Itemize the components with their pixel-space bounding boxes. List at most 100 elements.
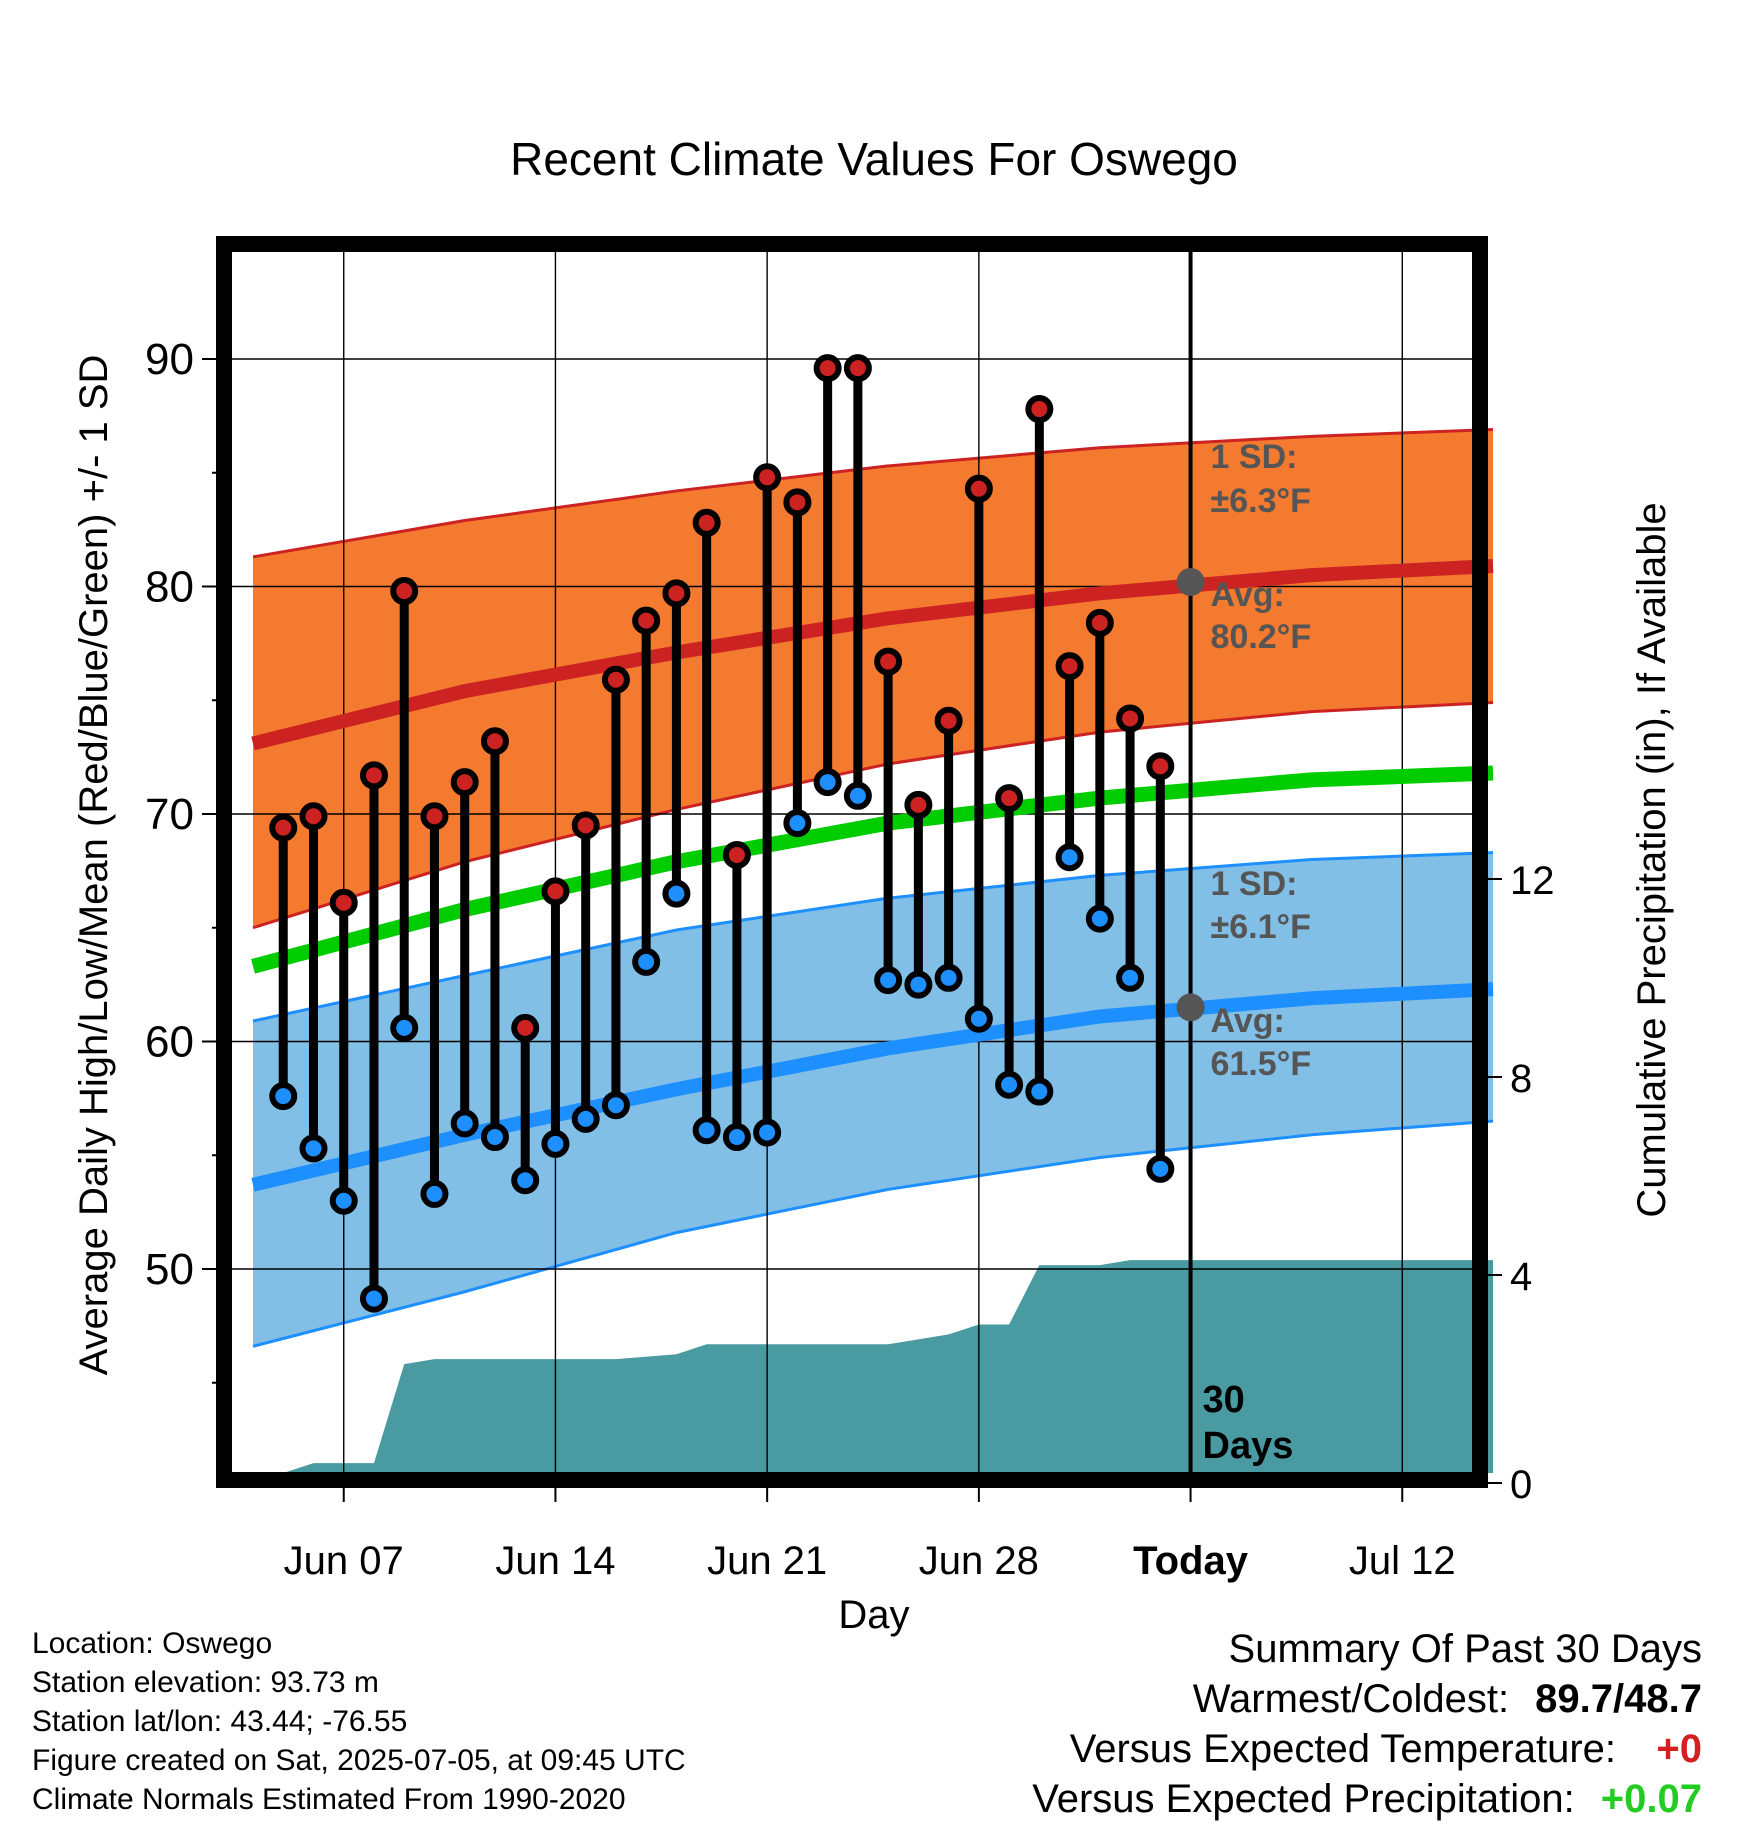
y-axis-label: Average Daily High/Low/Mean (Red/Blue/Gr…	[72, 355, 116, 1376]
daily-high-point	[269, 813, 298, 842]
daily-low-point	[541, 1129, 570, 1158]
annotation-label: 1 SD:	[1211, 865, 1298, 903]
daily-low-point	[450, 1109, 479, 1138]
daily-high-point	[1146, 752, 1175, 781]
x-tick-label: Today	[1133, 1539, 1249, 1583]
annotation-label: Avg:	[1211, 576, 1285, 614]
station-info: Location: Oswego Station elevation: 93.7…	[32, 1624, 686, 1819]
daily-low-point	[783, 809, 812, 838]
daily-high-point	[299, 802, 328, 831]
precipitation-area	[253, 1260, 1493, 1473]
daily-high-point	[1025, 395, 1054, 424]
daily-high-point	[722, 840, 751, 869]
warm-cold-label: Warmest/Coldest:	[1192, 1677, 1510, 1721]
daily-low-point	[359, 1284, 388, 1313]
daily-low-point	[662, 879, 691, 908]
precip-vs-expected-value: +0.07	[1600, 1777, 1702, 1821]
high-upper-line	[252, 428, 1494, 559]
y-tick-label: 50	[145, 1245, 194, 1294]
daily-low-point	[874, 966, 903, 995]
daily-low-point	[1146, 1154, 1175, 1183]
y2-tick-label: 0	[1510, 1463, 1532, 1507]
daily-low-point	[420, 1179, 449, 1208]
plot-border	[216, 236, 1488, 1488]
annotation-value: 61.5°F	[1211, 1045, 1312, 1083]
precip-cumulative-area	[253, 1260, 1493, 1473]
y2-tick-label: 12	[1510, 859, 1555, 903]
x-axis-label: Day	[838, 1593, 909, 1637]
daily-high-point	[1085, 608, 1114, 637]
daily-low-point	[964, 1004, 993, 1033]
daily-high-point	[874, 647, 903, 676]
today-note-text: Days	[1203, 1425, 1294, 1467]
x-tick-label: Jun 28	[919, 1539, 1039, 1583]
y2-axis-label: Cumulative Precipitation (in), If Availa…	[1630, 502, 1674, 1217]
temp-vs-expected-row: Versus Expected Temperature: +0	[1032, 1724, 1702, 1774]
daily-low-point	[390, 1013, 419, 1042]
daily-low-point	[480, 1123, 509, 1152]
daily-high-point	[753, 463, 782, 492]
daily-high-point	[511, 1013, 540, 1042]
x-tick-label: Jun 14	[495, 1539, 615, 1583]
daily-low-point	[1025, 1077, 1054, 1106]
normals-text: Climate Normals Estimated From 1990-2020	[32, 1783, 626, 1816]
x-tick-label: Jul 12	[1349, 1539, 1456, 1583]
plot-frame	[216, 236, 1488, 1488]
warm-cold-value: 89.7/48.7	[1535, 1674, 1702, 1724]
gridlines	[224, 244, 1480, 1480]
y-tick-label: 80	[145, 563, 194, 612]
annotation-value: ±6.3°F	[1211, 482, 1311, 520]
daily-low-point	[571, 1104, 600, 1133]
warm-cold-row: Warmest/Coldest: 89.7/48.7	[1032, 1674, 1702, 1724]
daily-high-point	[934, 706, 963, 735]
warm-cold-separator: /	[1613, 1677, 1625, 1721]
x-tick-label: Jun 07	[284, 1539, 404, 1583]
coldest-value: 48.7	[1624, 1677, 1702, 1721]
daily-high-point	[359, 761, 388, 790]
daily-low-point	[753, 1118, 782, 1147]
daily-low-point	[269, 1082, 298, 1111]
daily-high-point	[783, 488, 812, 517]
daily-low-point	[995, 1070, 1024, 1099]
temp-vs-expected-label: Versus Expected Temperature:	[1069, 1727, 1616, 1771]
chart-title: Recent Climate Values For Oswego	[510, 133, 1238, 185]
daily-high-point	[420, 802, 449, 831]
summary-heading: Summary Of Past 30 Days	[1228, 1627, 1702, 1671]
daily-high-point	[480, 727, 509, 756]
location-text: Location: Oswego	[32, 1627, 273, 1660]
x-tick-label: Jun 21	[707, 1539, 827, 1583]
daily-high-point	[571, 811, 600, 840]
daily-high-point	[632, 606, 661, 635]
daily-high-point	[964, 474, 993, 503]
daily-low-point	[722, 1123, 751, 1152]
daily-low-point	[1116, 963, 1145, 992]
daily-high-point	[1116, 704, 1145, 733]
daily-low-point	[329, 1186, 358, 1215]
daily-low-point	[813, 768, 842, 797]
normal-bands	[252, 428, 1494, 1348]
y2-tick-label: 8	[1510, 1057, 1532, 1101]
daily-low-point	[1085, 904, 1114, 933]
daily-high-point	[541, 877, 570, 906]
daily-low-point	[601, 1091, 630, 1120]
summary-panel: Summary Of Past 30 Days Warmest/Coldest:…	[1032, 1624, 1702, 1824]
precip-vs-expected-row: Versus Expected Precipitation: +0.07	[1032, 1774, 1702, 1824]
daily-high-point	[904, 790, 933, 819]
daily-high-point	[813, 354, 842, 383]
daily-points	[269, 354, 1175, 1313]
y-tick-label: 90	[145, 335, 194, 384]
y2-tick-label: 4	[1510, 1255, 1532, 1299]
daily-high-point	[995, 784, 1024, 813]
daily-low-point	[843, 781, 872, 810]
daily-high-point	[1055, 652, 1084, 681]
annotation-marker	[1176, 993, 1205, 1022]
y-tick-label: 70	[145, 790, 194, 839]
daily-low-point	[692, 1116, 721, 1145]
daily-low-point	[904, 970, 933, 999]
daily-low-point	[511, 1166, 540, 1195]
latlon-text: Station lat/lon: 43.44; -76.55	[32, 1705, 408, 1738]
low-sd-band	[253, 852, 1493, 1347]
daily-high-point	[390, 577, 419, 606]
daily-low-point	[632, 947, 661, 976]
